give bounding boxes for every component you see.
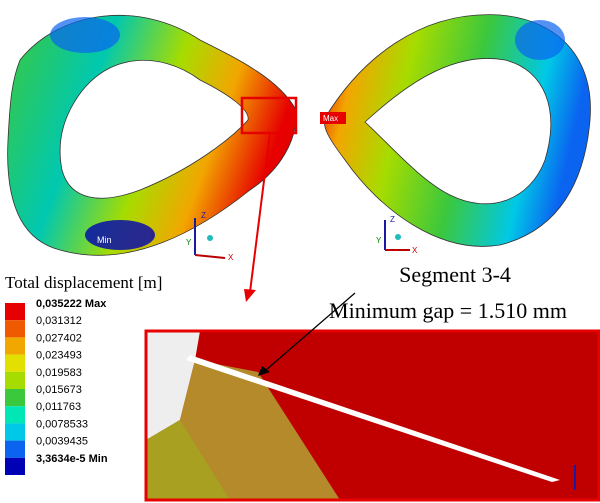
zoom-panel	[146, 293, 599, 500]
legend-label: 0,023493	[36, 350, 82, 362]
legend-swatch	[5, 389, 25, 406]
axis-label: X	[228, 253, 234, 262]
legend-label: 0,0078533	[36, 418, 88, 430]
legend-label: 0,019583	[36, 367, 82, 379]
legend-swatch	[5, 320, 25, 337]
legend-label: 0,0039435	[36, 436, 88, 448]
contour	[50, 17, 120, 53]
contour	[85, 220, 155, 250]
contour	[515, 20, 565, 60]
legend-swatch	[5, 372, 25, 389]
legend-label: 0,011763	[36, 401, 81, 413]
legend-swatch	[5, 441, 25, 458]
arrow-head	[244, 289, 256, 302]
legend-label: 0,031312	[36, 315, 82, 327]
left-part	[8, 15, 297, 255]
legend-label: 0,015673	[36, 384, 82, 396]
legend-label: 3,3634e-5 Min	[36, 453, 108, 465]
axis-label: Z	[390, 215, 395, 224]
min-label: Min	[97, 235, 112, 245]
legend-swatch	[5, 406, 25, 423]
legend-title: Total displacement [m]	[5, 273, 162, 292]
axis-label: X	[412, 246, 418, 255]
legend-swatch	[5, 303, 25, 320]
segment-label: Segment 3-4	[399, 262, 511, 287]
max-label: Max	[323, 114, 338, 123]
axis-label: Z	[201, 211, 206, 220]
legend-swatch	[5, 458, 25, 475]
legend: 0,035222 Max 0,031312 0,027402 0,023493 0,01…	[5, 298, 108, 475]
legend-swatch	[5, 355, 25, 372]
gap-label: Minimum gap = 1.510 mm	[329, 298, 567, 323]
figure: Min Z Y X Max Z Y X Segment 3-4 Minimum …	[0, 0, 600, 503]
legend-label: 0,027402	[36, 332, 82, 344]
legend-swatch	[5, 337, 25, 354]
axis-label: Y	[186, 238, 192, 247]
axis-label: Y	[376, 236, 382, 245]
legend-swatch	[5, 423, 25, 440]
legend-label: 0,035222 Max	[36, 298, 107, 310]
